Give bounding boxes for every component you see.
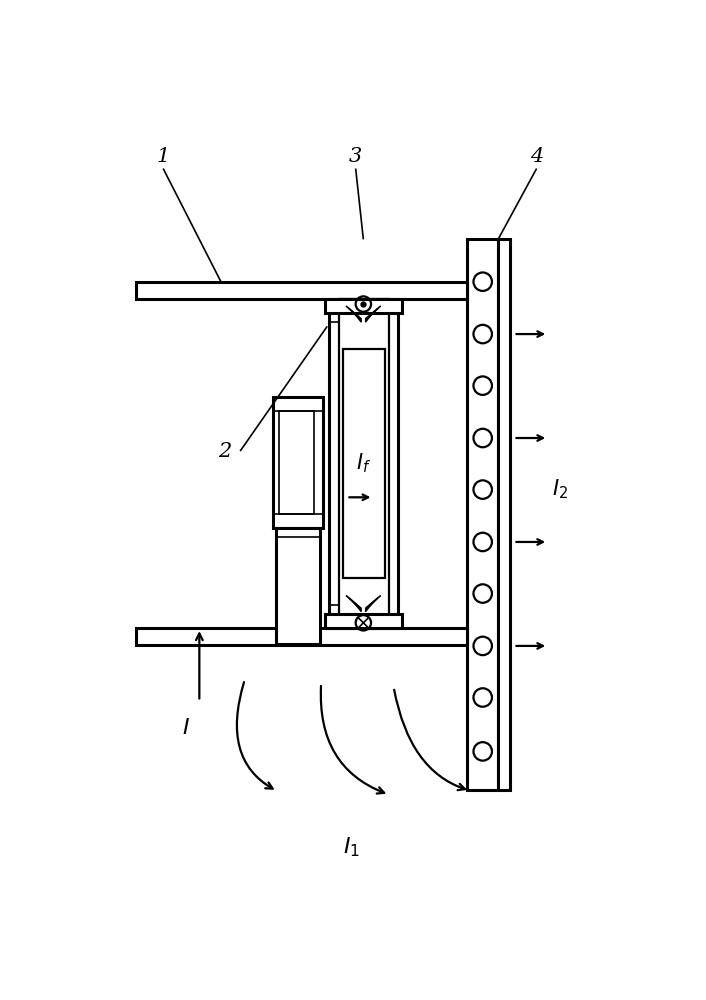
Bar bbox=[325, 299, 402, 312]
Text: $I_1$: $I_1$ bbox=[343, 836, 360, 859]
FancyArrowPatch shape bbox=[237, 682, 273, 789]
FancyArrowPatch shape bbox=[394, 690, 465, 790]
Bar bbox=[325, 614, 402, 628]
Bar bbox=[273, 397, 323, 528]
Bar bbox=[276, 528, 321, 644]
Text: 1: 1 bbox=[157, 147, 169, 166]
Bar bbox=[136, 282, 467, 299]
Text: $I_2$: $I_2$ bbox=[551, 478, 568, 501]
Text: 2: 2 bbox=[218, 442, 232, 461]
Bar bbox=[342, 349, 385, 578]
Text: 4: 4 bbox=[530, 147, 543, 166]
Text: $I$: $I$ bbox=[181, 717, 189, 739]
Bar bbox=[339, 299, 389, 628]
Bar bbox=[329, 299, 398, 628]
FancyArrowPatch shape bbox=[321, 686, 384, 794]
Bar bbox=[136, 628, 467, 645]
Text: 3: 3 bbox=[349, 147, 362, 166]
Bar bbox=[280, 411, 314, 514]
Text: $I_f$: $I_f$ bbox=[356, 452, 371, 475]
Bar bbox=[498, 239, 510, 790]
Bar bbox=[467, 239, 498, 790]
